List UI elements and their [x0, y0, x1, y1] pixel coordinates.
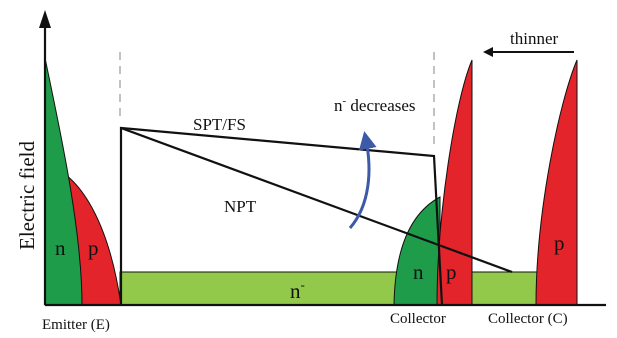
n-minus-decreases-label: n- decreases: [334, 95, 416, 115]
right-n-label: n: [413, 260, 424, 284]
left-p-label: p: [88, 236, 99, 260]
n-minus-drift-region: [119, 271, 541, 306]
collector-c-label: Collector (C): [488, 311, 568, 327]
collector-label: Collector: [390, 311, 446, 327]
right-p-region: [436, 59, 473, 306]
right-p-label: p: [446, 260, 457, 284]
thinner-label: thinner: [510, 29, 558, 48]
n-minus-decreases-arrow: [348, 131, 377, 229]
right-n-region: [393, 196, 441, 306]
y-axis-arrowhead: [39, 10, 51, 28]
spt-fs-field-line: [119, 126, 444, 306]
left-n-label: n: [55, 236, 66, 260]
emitter-label: Emitter (E): [42, 317, 110, 333]
far-right-p-region: [535, 59, 578, 306]
left-n-region: [44, 57, 83, 306]
npt-field-line: [120, 126, 513, 274]
n-minus-drift-label: n-: [290, 277, 305, 303]
far-right-p-label: p: [554, 231, 565, 255]
spt-fs-label: SPT/FS: [193, 115, 246, 134]
npt-label: NPT: [224, 197, 257, 216]
y-axis-label: Electric field: [15, 140, 39, 250]
